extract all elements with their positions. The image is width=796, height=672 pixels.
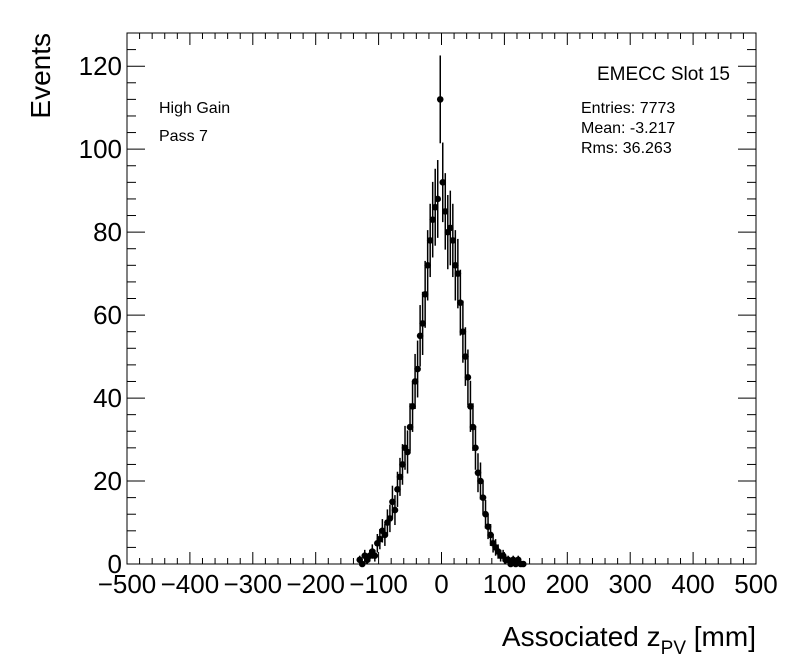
y-tick-label: 60 xyxy=(93,300,122,330)
data-point xyxy=(519,560,527,568)
x-tick-label: 100 xyxy=(483,569,526,599)
data-points xyxy=(356,55,527,568)
data-point xyxy=(411,353,419,409)
data-point xyxy=(436,55,444,144)
stat-rms: Rms: 36.263 xyxy=(581,140,672,157)
data-point xyxy=(389,485,396,518)
data-point xyxy=(429,181,436,258)
data-point xyxy=(391,495,399,526)
data-point xyxy=(459,300,467,363)
data-point xyxy=(414,340,421,398)
x-axis-label-unit: [mm] xyxy=(686,621,756,652)
data-point xyxy=(404,430,411,474)
y-tick-label: 100 xyxy=(79,134,122,164)
data-point xyxy=(376,528,384,550)
data-point xyxy=(482,499,489,529)
data-point xyxy=(371,549,379,562)
data-point xyxy=(434,160,442,238)
data-point xyxy=(452,230,459,301)
x-tick-label: 400 xyxy=(671,569,714,599)
stat-mean: Mean: -3.217 xyxy=(581,120,675,137)
x-axis-label: Associated zPV [mm] xyxy=(502,621,756,659)
x-tick-label: −500 xyxy=(98,569,157,599)
data-point xyxy=(474,453,482,493)
chart-title: EMECC Slot 15 xyxy=(597,64,730,85)
data-point xyxy=(467,380,474,432)
y-axis-label: Events xyxy=(25,33,56,119)
y-tick-label: 40 xyxy=(93,383,122,413)
axis-ticks xyxy=(126,32,757,565)
annotation-pass: Pass 7 xyxy=(159,128,208,145)
x-tick-label: 500 xyxy=(734,569,777,599)
data-point xyxy=(381,523,389,546)
x-tick-label: 0 xyxy=(434,569,448,599)
data-point xyxy=(464,349,472,406)
y-tick-label: 0 xyxy=(108,549,122,579)
data-point xyxy=(421,260,429,328)
annotation-gain: High Gain xyxy=(159,100,230,117)
x-tick-label: −100 xyxy=(349,569,408,599)
data-point xyxy=(472,425,479,470)
x-axis-label-sub: PV xyxy=(661,638,687,659)
y-tick-label: 80 xyxy=(93,217,122,247)
data-point xyxy=(416,305,424,367)
data-point xyxy=(441,173,449,250)
data-point xyxy=(431,168,439,246)
data-point xyxy=(399,444,406,485)
data-point xyxy=(479,481,487,515)
x-tick-label: −200 xyxy=(286,569,345,599)
x-tick-labels: −500 −400 −300 −200 −100 0 100 200 300 400 500 xyxy=(98,569,778,599)
y-tick-label: 120 xyxy=(79,51,122,81)
data-point xyxy=(457,269,464,336)
y-tick-labels: 0 20 40 60 80 100 120 xyxy=(79,51,122,579)
data-point xyxy=(386,504,394,533)
stat-entries: Entries: 7773 xyxy=(581,100,675,117)
data-point xyxy=(454,238,462,309)
data-point xyxy=(477,462,484,500)
data-point xyxy=(439,142,447,223)
data-point xyxy=(409,380,416,432)
x-tick-label: −300 xyxy=(224,569,283,599)
x-tick-label: 300 xyxy=(609,569,652,599)
x-tick-label: −400 xyxy=(161,569,220,599)
y-tick-label: 20 xyxy=(93,466,122,496)
x-tick-label: 200 xyxy=(546,569,589,599)
data-point xyxy=(406,403,414,451)
data-point xyxy=(426,203,434,278)
x-axis-label-main: Associated z xyxy=(502,621,661,652)
data-point xyxy=(419,291,426,355)
data-point xyxy=(447,190,454,266)
data-point xyxy=(469,403,477,451)
data-point xyxy=(358,560,366,568)
